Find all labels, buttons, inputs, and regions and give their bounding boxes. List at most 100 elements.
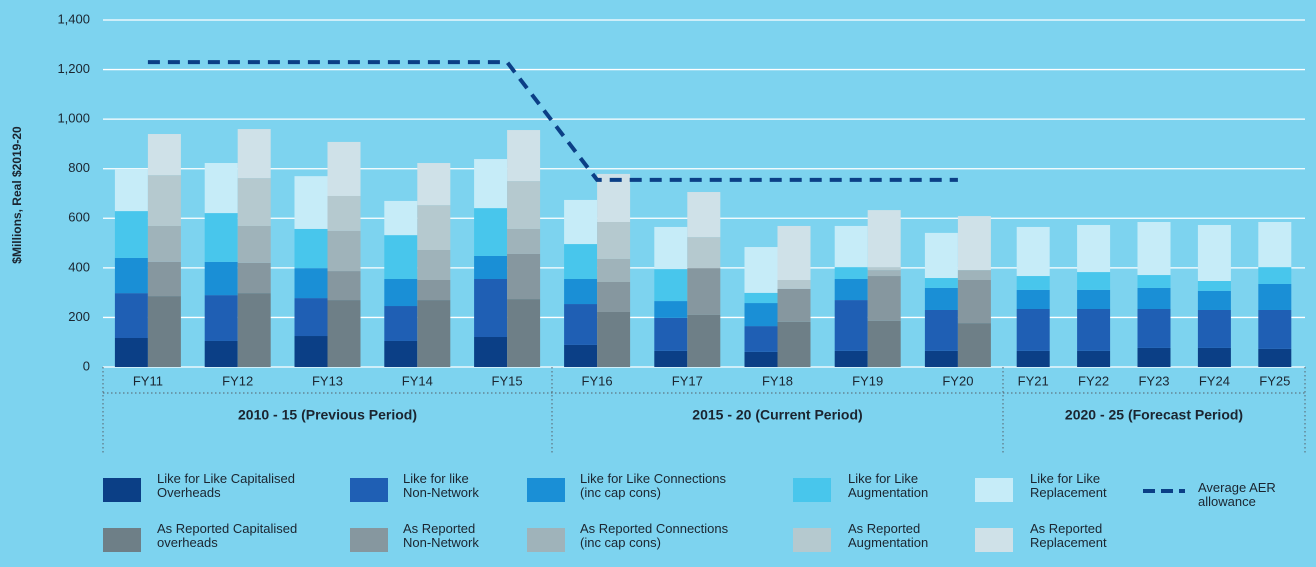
bar-segment — [294, 298, 328, 337]
bar-segment — [204, 213, 238, 262]
bar-segment — [654, 301, 688, 318]
x-tick-label: FY25 — [1259, 373, 1290, 388]
bar-segment — [417, 300, 451, 367]
x-tick-label: FY23 — [1138, 373, 1169, 388]
y-tick-label: 200 — [68, 309, 90, 324]
x-tick-label: FY16 — [582, 373, 613, 388]
bar-segment — [114, 257, 148, 294]
legend-swatch — [793, 478, 831, 502]
bar-segment — [777, 280, 811, 289]
bar-segment — [867, 276, 901, 321]
bar-segment — [744, 351, 778, 367]
bar-segment — [1137, 347, 1171, 367]
legend-swatch — [350, 478, 388, 502]
bar-segment — [924, 309, 958, 351]
bar-segment — [777, 288, 811, 322]
y-tick-label: 800 — [68, 160, 90, 175]
bar-segment — [687, 268, 721, 315]
bar-segment — [114, 338, 148, 367]
bar-segment — [924, 232, 958, 279]
bar-segment — [147, 175, 181, 226]
bar-segment — [204, 295, 238, 341]
legend-swatch — [103, 478, 141, 502]
bar-segment — [417, 250, 451, 281]
x-tick-label: FY19 — [852, 373, 883, 388]
bar-segment — [384, 200, 418, 236]
bar-segment — [867, 320, 901, 367]
bar-segment — [147, 296, 181, 367]
group-label: 2020 - 25 (Forecast Period) — [1065, 407, 1243, 423]
bar-segment — [384, 279, 418, 307]
bar-segment — [327, 195, 361, 231]
bar-segment — [327, 300, 361, 367]
bar-segment — [1016, 276, 1050, 290]
bar-segment — [777, 321, 811, 367]
bar-segment — [474, 255, 508, 280]
x-tick-label: FY22 — [1078, 373, 1109, 388]
bar-segment — [744, 303, 778, 327]
bar-segment — [687, 314, 721, 367]
bar-segment — [834, 350, 868, 367]
bar-segment — [147, 225, 181, 262]
bar-segment — [114, 293, 148, 339]
y-tick-label: 1,400 — [57, 11, 90, 26]
bar-segment — [507, 181, 541, 229]
bar-segment — [507, 130, 541, 182]
bar-segment — [564, 304, 598, 345]
bar-segment — [654, 350, 688, 367]
bar-segment — [564, 344, 598, 367]
bar-segment — [384, 235, 418, 280]
bar-segment — [1077, 309, 1111, 351]
bar-segment — [204, 261, 238, 296]
bar-segment — [384, 340, 418, 367]
bar-segment — [384, 306, 418, 341]
legend-label: As Reported Connections (inc cap cons) — [580, 521, 729, 550]
bar-segment — [867, 267, 901, 271]
legend-swatch — [793, 528, 831, 552]
x-tick-label: FY14 — [402, 373, 433, 388]
legend-label: Like for like Non-Network — [403, 471, 479, 500]
bar-segment — [957, 280, 991, 324]
x-tick-label: FY15 — [492, 373, 523, 388]
bar-segment — [957, 323, 991, 367]
bar-segment — [237, 178, 271, 226]
y-tick-label: 600 — [68, 210, 90, 225]
bar-segment — [924, 278, 958, 288]
x-tick-label: FY18 — [762, 373, 793, 388]
bar-segment — [744, 292, 778, 304]
legend-label: Like for Like Capitalised Overheads — [157, 471, 296, 500]
bar-segment — [1197, 224, 1231, 281]
bar-segment — [237, 129, 271, 179]
bar-segment — [1137, 222, 1171, 276]
bar-segment — [564, 199, 598, 245]
bar-segment — [654, 269, 688, 302]
bar-segment — [924, 287, 958, 310]
bar-segment — [597, 281, 631, 312]
x-tick-label: FY21 — [1018, 373, 1049, 388]
bar-segment — [1016, 226, 1050, 277]
bar-segment — [777, 225, 811, 281]
bar-segment — [1016, 309, 1050, 351]
legend-label: Like for Like Augmentation — [848, 471, 929, 500]
bar-segment — [417, 280, 451, 301]
bar-segment — [744, 326, 778, 352]
bar-segment — [114, 168, 148, 212]
legend-swatch — [103, 528, 141, 552]
bar-segment — [294, 336, 328, 367]
legend-label: Like for Like Replacement — [1030, 471, 1107, 500]
bar-segment — [1197, 280, 1231, 291]
bar-segment — [294, 268, 328, 299]
legend-label: Like for Like Connections (inc cap cons) — [580, 471, 726, 500]
bar-segment — [327, 230, 361, 272]
bar-segment — [687, 192, 721, 238]
bar-segment — [507, 228, 541, 254]
x-tick-label: FY13 — [312, 373, 343, 388]
group-label: 2010 - 15 (Previous Period) — [238, 407, 417, 423]
bar-segment — [147, 134, 181, 176]
bar-segment — [114, 211, 148, 258]
y-tick-label: 0 — [83, 358, 90, 373]
legend-label: As Reported Augmentation — [848, 521, 929, 550]
bar-segment — [237, 225, 271, 263]
